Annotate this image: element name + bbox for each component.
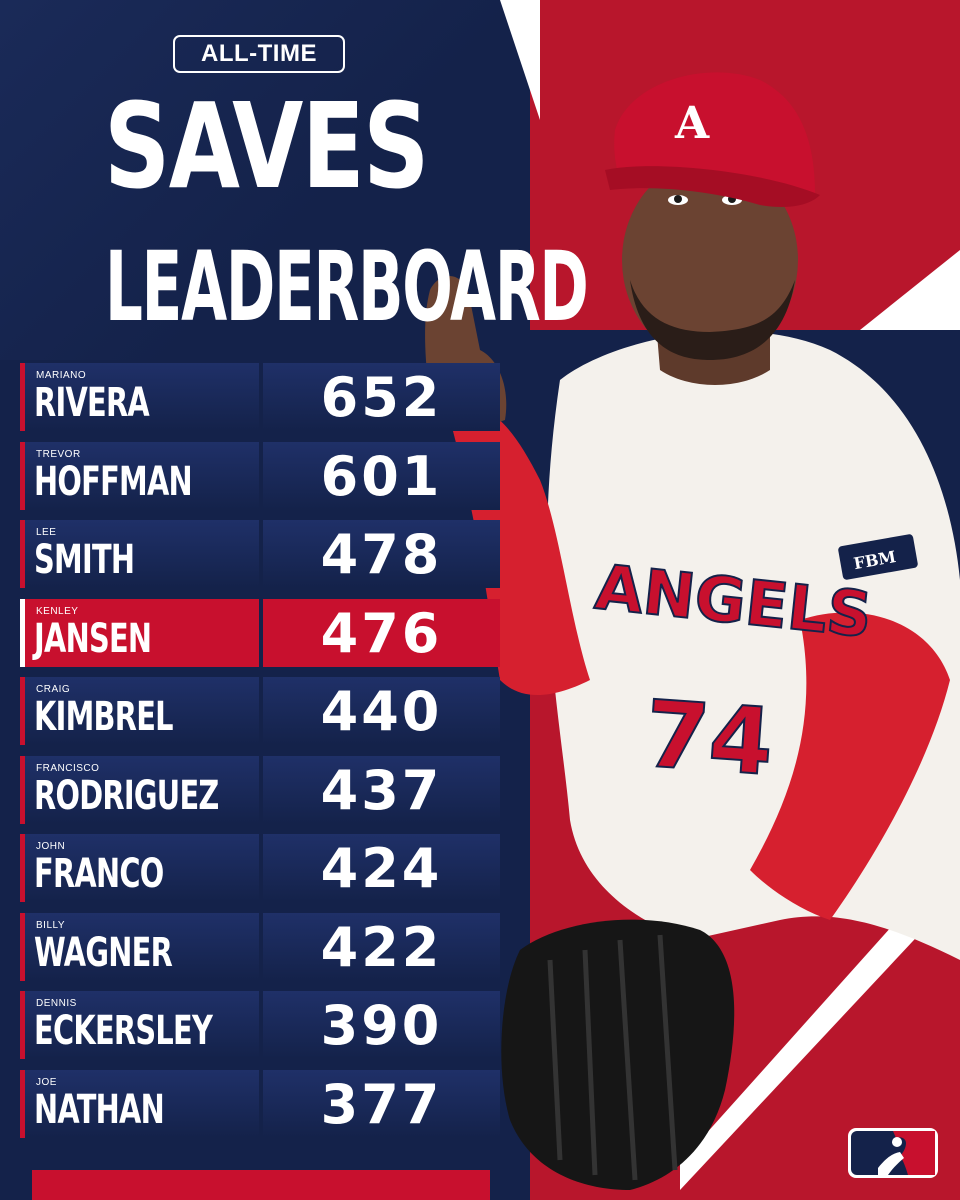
player-name-cell: CRAIG KIMBREL bbox=[20, 677, 259, 745]
saves-value: 601 bbox=[320, 444, 443, 508]
player-last-name: FRANCO bbox=[34, 851, 164, 897]
mlb-logo-icon bbox=[848, 1128, 938, 1178]
saves-cell: 422 bbox=[263, 912, 500, 981]
player-name-cell: DENNIS ECKERSLEY bbox=[20, 991, 259, 1059]
saves-value: 478 bbox=[320, 523, 443, 586]
player-name-cell: BILLY WAGNER bbox=[20, 912, 259, 981]
player-first-name: LEE bbox=[36, 527, 57, 538]
saves-value: 440 bbox=[320, 680, 443, 743]
table-row: DENNIS ECKERSLEY 390 bbox=[20, 991, 500, 1059]
player-name-cell: KENLEY JANSEN bbox=[20, 598, 259, 667]
player-last-name: SMITH bbox=[34, 537, 135, 583]
player-last-name: ECKERSLEY bbox=[34, 1008, 213, 1054]
footer-bar bbox=[32, 1170, 490, 1200]
table-row: LEE SMITH 478 bbox=[20, 520, 500, 588]
player-name-cell: JOHN FRANCO bbox=[20, 834, 259, 902]
player-last-name: RIVERA bbox=[34, 380, 150, 426]
table-row: BILLY WAGNER 422 bbox=[20, 912, 500, 981]
player-first-name: DENNIS bbox=[36, 998, 77, 1009]
saves-value: 476 bbox=[320, 601, 443, 665]
saves-cell: 390 bbox=[263, 991, 500, 1059]
player-name-cell: TREVOR HOFFMAN bbox=[20, 441, 259, 510]
jersey-number: 74 bbox=[642, 681, 777, 797]
table-row: JOE NATHAN 377 bbox=[20, 1069, 500, 1138]
table-row: CRAIG KIMBREL 440 bbox=[20, 677, 500, 745]
title-saves: SAVES bbox=[104, 77, 429, 215]
player-last-name: NATHAN bbox=[34, 1086, 165, 1133]
title-leaderboard: LEADERBOARD bbox=[105, 231, 589, 343]
player-name-cell: FRANCISCO RODRIGUEZ bbox=[20, 755, 259, 824]
player-first-name: KENLEY bbox=[36, 605, 79, 617]
player-first-name: JOHN bbox=[36, 841, 66, 852]
saves-cell: 652 bbox=[263, 363, 500, 431]
saves-cell: 476 bbox=[263, 598, 500, 667]
table-row: MARIANO RIVERA 652 bbox=[20, 363, 500, 431]
player-last-name: KIMBREL bbox=[34, 694, 174, 740]
table-row: TREVOR HOFFMAN 601 bbox=[20, 441, 500, 510]
saves-value: 377 bbox=[320, 1072, 443, 1136]
player-last-name: WAGNER bbox=[34, 929, 173, 976]
saves-cell: 478 bbox=[263, 520, 500, 588]
player-last-name: JANSEN bbox=[34, 615, 152, 662]
table-row: KENLEY JANSEN 476 bbox=[20, 598, 500, 667]
saves-cell: 440 bbox=[263, 677, 500, 745]
table-row: FRANCISCO RODRIGUEZ 437 bbox=[20, 755, 500, 824]
player-first-name: FRANCISCO bbox=[36, 762, 100, 774]
saves-value: 652 bbox=[320, 366, 443, 429]
saves-cell: 437 bbox=[263, 755, 500, 824]
saves-value: 424 bbox=[320, 837, 443, 900]
player-first-name: CRAIG bbox=[36, 684, 71, 695]
saves-cell: 601 bbox=[263, 441, 500, 510]
saves-value: 390 bbox=[320, 994, 443, 1057]
player-last-name: HOFFMAN bbox=[34, 458, 193, 505]
player-name-cell: MARIANO RIVERA bbox=[20, 363, 259, 431]
saves-cell: 377 bbox=[263, 1069, 500, 1138]
saves-value: 437 bbox=[320, 758, 443, 822]
player-name-cell: LEE SMITH bbox=[20, 520, 259, 588]
player-first-name: TREVOR bbox=[36, 448, 81, 460]
saves-value: 422 bbox=[320, 915, 443, 979]
player-last-name: RODRIGUEZ bbox=[34, 772, 219, 819]
player-first-name: JOE bbox=[36, 1076, 57, 1088]
table-row: JOHN FRANCO 424 bbox=[20, 834, 500, 902]
player-first-name: BILLY bbox=[36, 919, 65, 931]
player-first-name: MARIANO bbox=[36, 370, 87, 381]
cap-logo: A bbox=[674, 98, 710, 149]
saves-cell: 424 bbox=[263, 834, 500, 902]
all-time-badge: ALL-TIME bbox=[173, 35, 345, 73]
player-name-cell: JOE NATHAN bbox=[20, 1069, 259, 1138]
player-illustration: A ANGELS 74 FBM bbox=[425, 72, 960, 1190]
